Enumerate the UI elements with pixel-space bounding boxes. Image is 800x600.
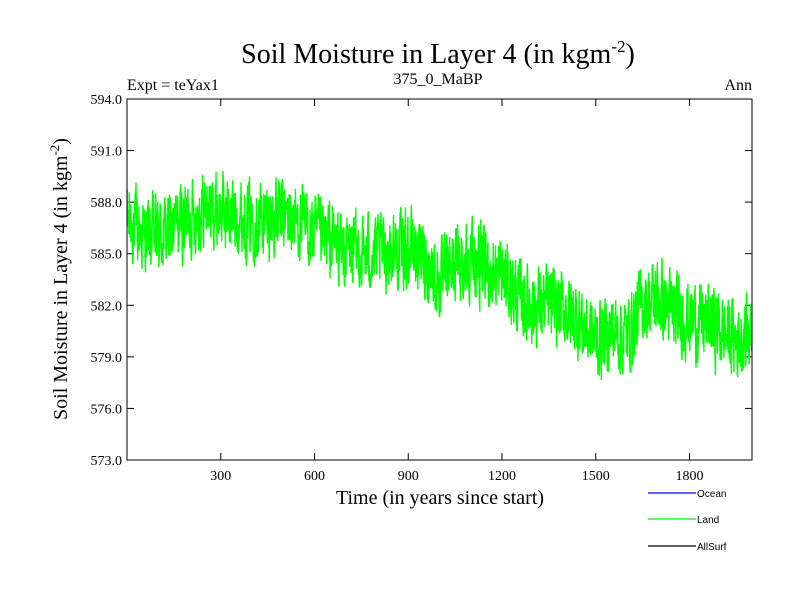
y-tick-label-4: 585.0 — [91, 248, 123, 263]
series-line-land — [126, 170, 753, 381]
x-axis-label: Time (in years since start) — [336, 487, 544, 509]
x-tick-label-3: 1200 — [488, 469, 516, 484]
x-tick-label-5: 1800 — [676, 469, 704, 484]
y-axis-label-sup: -2 — [47, 145, 62, 156]
x-axis-ticks: 300 600 900 1200 1500 1800 — [210, 99, 704, 484]
legend-label-allsurf: AllSurf — [697, 542, 727, 553]
y-tick-label-1: 576.0 — [91, 402, 123, 417]
x-tick-label-1: 600 — [304, 469, 325, 484]
y-tick-label-0: 573.0 — [91, 454, 123, 469]
subtitle-left: Expt = teYax1 — [127, 77, 219, 94]
chart-title: Soil Moisture in Layer 4 (in kgm-2) — [241, 37, 635, 70]
y-tick-label-7: 594.0 — [91, 93, 123, 108]
chart-title-main: Soil Moisture in Layer 4 (in kgm — [241, 39, 611, 70]
x-tick-label-4: 1500 — [582, 469, 610, 484]
plot-frame — [126, 98, 753, 461]
chart-title-sup: -2 — [611, 37, 625, 56]
y-axis-label: Soil Moisture in Layer 4 (in kgm-2) — [47, 138, 72, 420]
chart-title-close: ) — [626, 39, 635, 70]
x-tick-label-0: 300 — [210, 469, 231, 484]
legend-label-land: Land — [697, 515, 719, 526]
y-tick-label-5: 588.0 — [91, 196, 123, 211]
legend: Ocean Land AllSurf — [648, 489, 727, 553]
x-tick-label-2: 900 — [398, 469, 419, 484]
subtitle-right: Ann — [724, 77, 752, 94]
y-tick-label-2: 579.0 — [91, 351, 123, 366]
y-axis-label-main: Soil Moisture in Layer 4 (in kgm — [50, 155, 72, 420]
y-axis-label-close: ) — [50, 138, 72, 145]
legend-label-ocean: Ocean — [697, 489, 726, 500]
subtitle-center: 375_0_MaBP — [394, 71, 483, 88]
y-axis-ticks: 573.0 576.0 579.0 582.0 585.0 588.0 591.0 594.0 — [91, 93, 752, 469]
y-tick-label-6: 591.0 — [91, 145, 123, 160]
y-tick-label-3: 582.0 — [91, 299, 123, 314]
